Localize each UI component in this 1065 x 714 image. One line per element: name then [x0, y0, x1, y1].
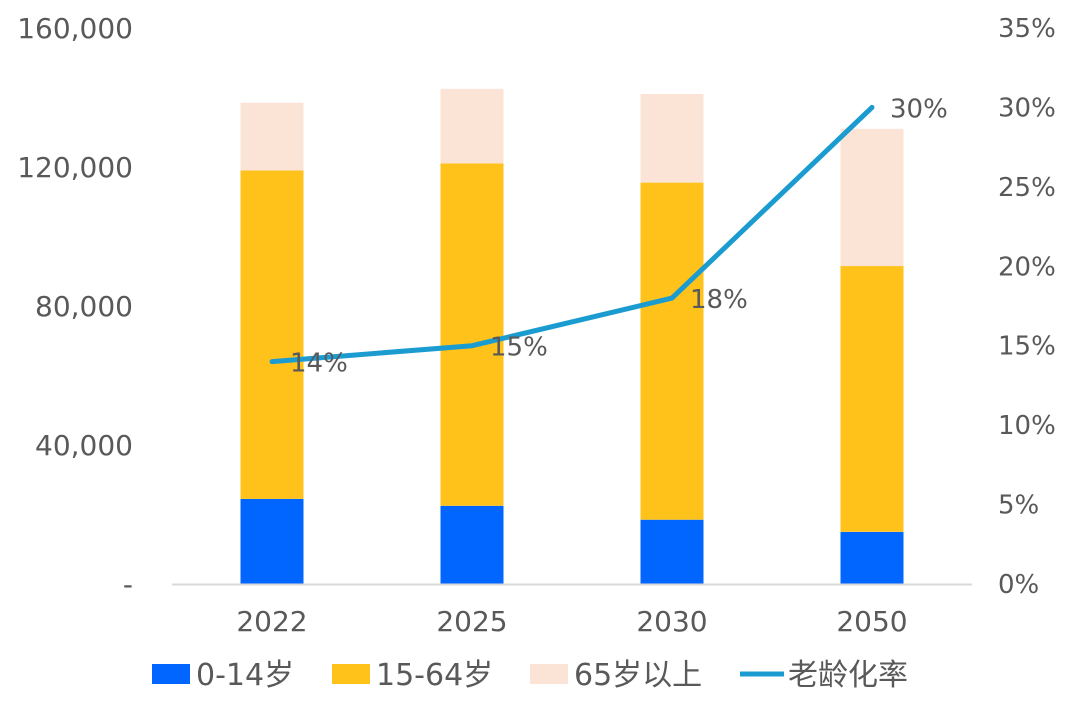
legend-swatch-1: [332, 664, 370, 684]
legend-swatch-0: [152, 664, 190, 684]
data-label-2025: 15%: [490, 333, 548, 363]
bar-segment-2022-s0: [240, 498, 304, 584]
line-series-3: [269, 104, 875, 365]
left-axis-tick-label: 120,000: [17, 151, 133, 184]
bar-segment-2025-s2: [440, 88, 504, 164]
x-axis-tick-label: 2030: [636, 605, 707, 638]
bar-segment-2025-s1: [440, 163, 504, 506]
x-axis-tick-label: 2050: [836, 605, 907, 638]
bar-segment-2025-s0: [440, 505, 504, 584]
legend: 0-14岁 15-64岁 65岁以上 老龄化率: [152, 658, 908, 693]
bar-segment-2022-s2: [240, 102, 304, 171]
left-axis-tick-label: 80,000: [35, 290, 133, 323]
legend-label-2: 65岁以上: [574, 658, 702, 693]
left-axis-tick-label: 40,000: [35, 429, 133, 462]
left-axis-tick-label: -: [123, 568, 133, 601]
right-axis-tick-label: 5%: [998, 491, 1039, 521]
bar-segment-2030-s1: [640, 182, 704, 520]
bar-segment-2030-s2: [640, 94, 704, 183]
right-axis-tick-label: 10%: [998, 411, 1056, 441]
legend-label-0: 0-14岁: [196, 658, 294, 693]
left-axis-tick-label: 160,000: [17, 12, 133, 45]
legend-label-1: 15-64岁: [376, 658, 493, 693]
bar-segment-2022-s1: [240, 170, 304, 499]
legend-label-3: 老龄化率: [788, 658, 908, 693]
x-axis-tick-label: 2022: [236, 605, 307, 638]
bar-segment-2030-s0: [640, 519, 704, 584]
x-axis-tick-label: 2025: [436, 605, 507, 638]
bar-segment-2050-s0: [840, 531, 904, 584]
bar-segment-2050-s1: [840, 266, 904, 532]
legend-swatch-2: [530, 664, 568, 684]
right-axis-tick-label: 30%: [998, 93, 1056, 123]
data-label-2022: 14%: [290, 349, 348, 379]
data-label-2050: 30%: [890, 94, 948, 124]
right-axis-tick-label: 20%: [998, 252, 1056, 282]
right-axis-tick-label: 0%: [998, 570, 1039, 600]
right-axis-tick-label: 25%: [998, 173, 1056, 203]
data-label-2030: 18%: [690, 285, 748, 315]
bar-segment-2050-s2: [840, 128, 904, 267]
right-axis-tick-label: 15%: [998, 332, 1056, 362]
right-axis-tick-label: 35%: [998, 14, 1056, 44]
